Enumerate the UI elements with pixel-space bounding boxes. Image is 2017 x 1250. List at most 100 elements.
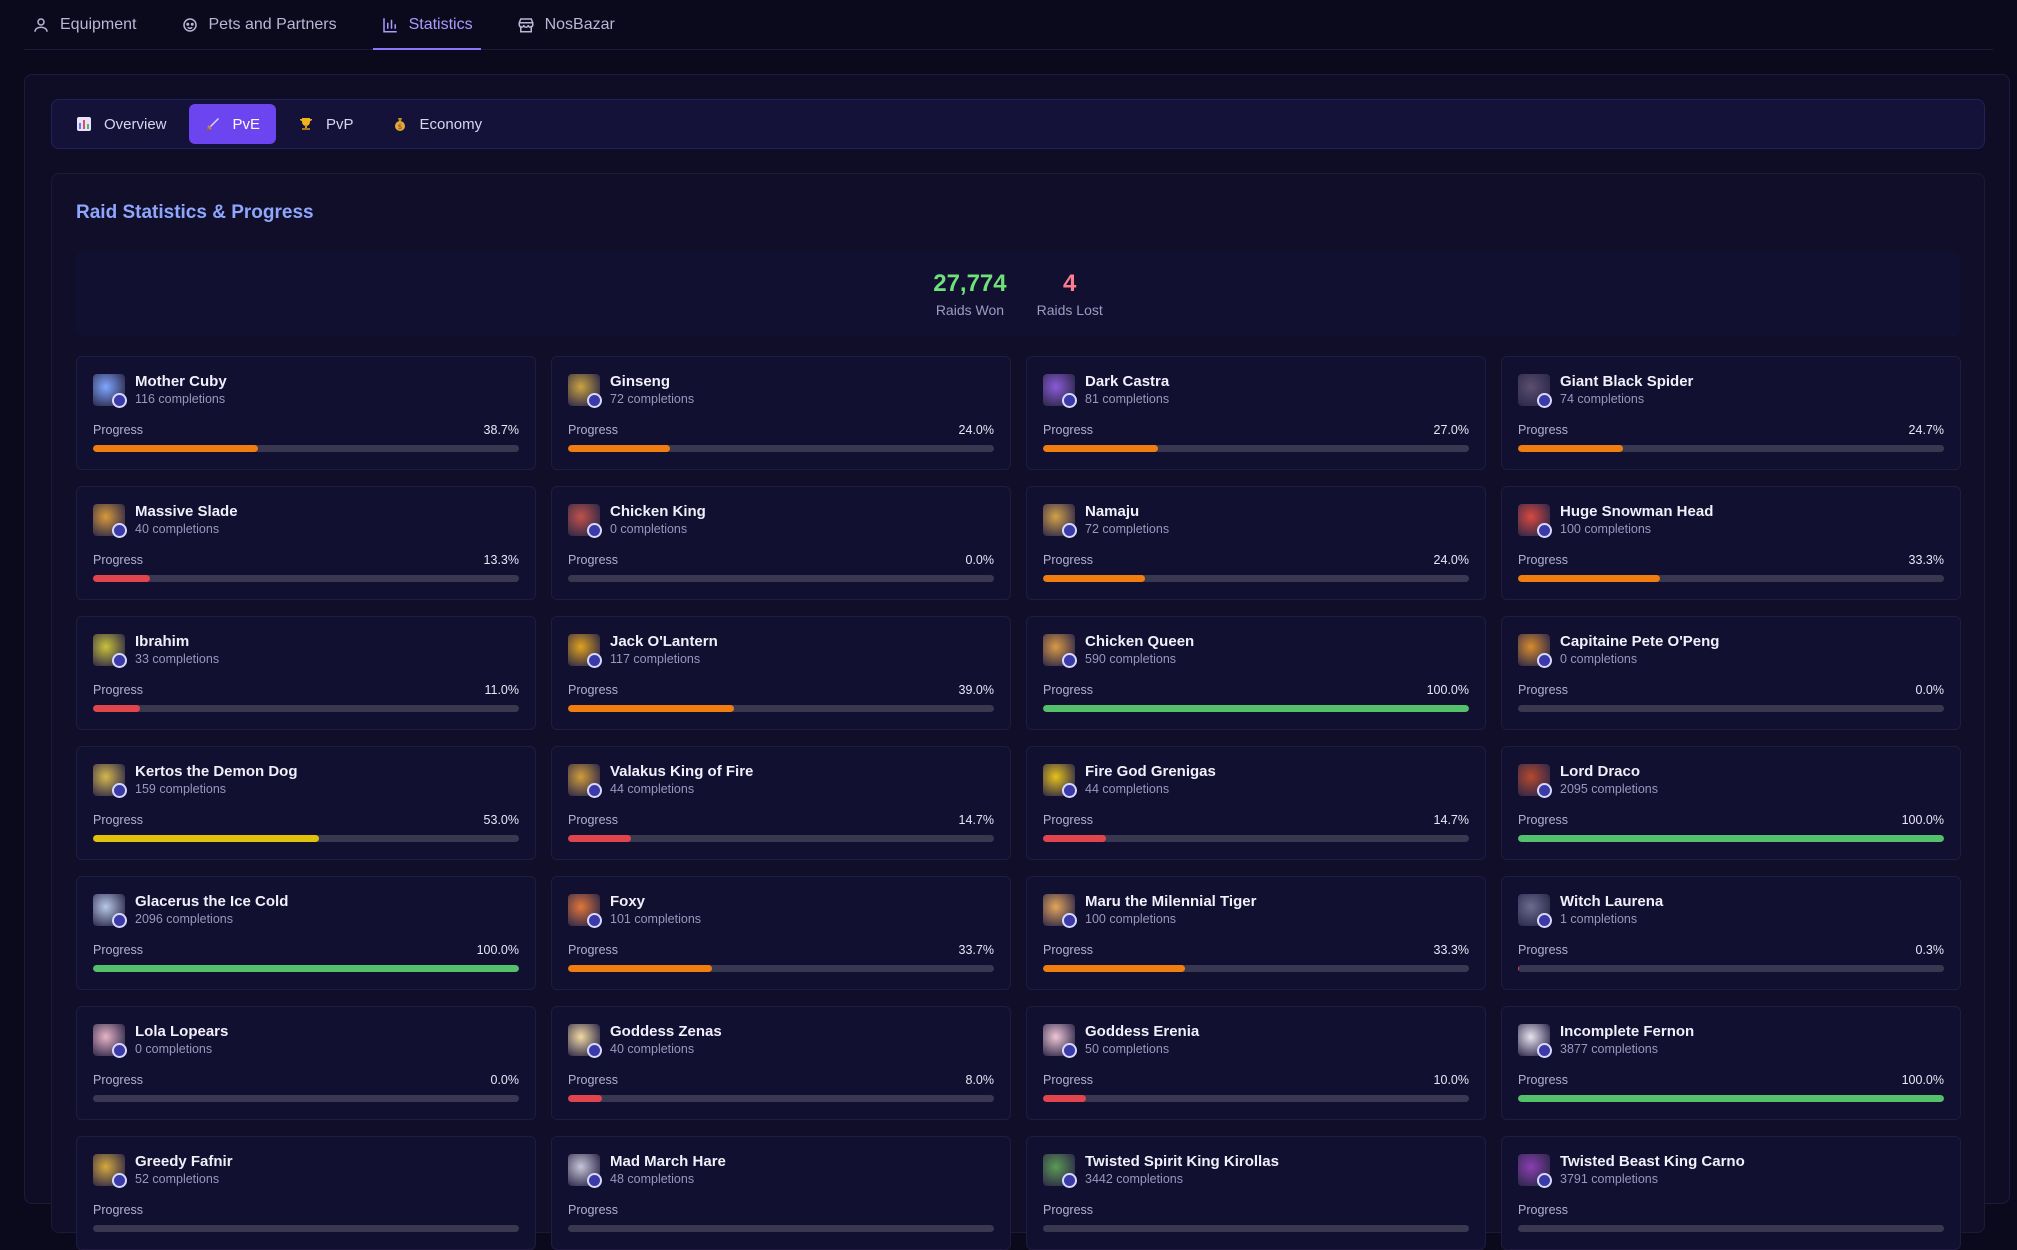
kirollas-icon (1043, 1153, 1077, 1188)
progress-bar (1518, 1225, 1944, 1232)
progress-bar-fill (1518, 1095, 1944, 1102)
raid-header: Incomplete Fernon 3877 completions (1518, 1023, 1944, 1058)
raid-card: Namaju 72 completions Progress 24.0% (1026, 486, 1486, 600)
progress-bar-fill (1043, 965, 1185, 972)
raid-card: Twisted Beast King Carno 3791 completion… (1501, 1136, 1961, 1250)
tab-pets-and-partners[interactable]: Pets and Partners (173, 0, 345, 49)
raid-header: Witch Laurena 1 completions (1518, 893, 1944, 928)
raid-name: Lord Draco (1560, 763, 1641, 780)
raid-card: Witch Laurena 1 completions Progress 0.3… (1501, 876, 1961, 990)
fire-king-icon (568, 763, 602, 798)
raid-text: Mad March Hare 48 completions (610, 1153, 726, 1186)
raid-badge-icon (587, 522, 602, 538)
subtab-label: PvP (326, 115, 354, 133)
raid-completions: 40 completions (135, 522, 220, 536)
subtab-label: Overview (104, 115, 167, 133)
raid-badge-icon (1537, 1172, 1552, 1188)
progress-bar-fill (1043, 835, 1106, 842)
progress-bar-fill (93, 445, 258, 452)
progress-bar (93, 575, 519, 582)
raid-card: Glacerus the Ice Cold 2096 completions P… (76, 876, 536, 990)
raid-completions: 3877 completions (1560, 1042, 1658, 1056)
raid-text: Goddess Erenia 50 completions (1085, 1023, 1199, 1056)
progress-row: Progress (568, 1203, 994, 1217)
progress-row: Progress 0.3% (1518, 943, 1944, 957)
raid-text: Chicken Queen 590 completions (1085, 633, 1194, 666)
progress-bar (568, 965, 994, 972)
raid-text: Jack O'Lantern 117 completions (610, 633, 718, 666)
raid-text: Lord Draco 2095 completions (1560, 763, 1658, 796)
raid-text: Goddess Zenas 40 completions (610, 1023, 722, 1056)
raid-badge-icon (1537, 1042, 1552, 1058)
fernon-icon (1518, 1023, 1552, 1058)
section-title: Raid Statistics & Progress (76, 202, 314, 223)
tab-nosbazar[interactable]: NosBazar (509, 0, 623, 49)
raid-card: Giant Black Spider 74 completions Progre… (1501, 356, 1961, 470)
raid-text: Chicken King 0 completions (610, 503, 706, 536)
raid-header: Lord Draco 2095 completions (1518, 763, 1944, 798)
subtab-pve[interactable]: PvE (188, 104, 277, 144)
raid-text: Twisted Spirit King Kirollas 3442 comple… (1085, 1153, 1279, 1186)
progress-label: Progress (568, 813, 619, 827)
raid-text: Lola Lopears 0 completions (135, 1023, 228, 1056)
raid-card: Goddess Erenia 50 completions Progress 1… (1026, 1006, 1486, 1120)
progress-label: Progress (1043, 943, 1094, 957)
progress-bar (1043, 1095, 1469, 1102)
subtab-overview[interactable]: Overview (60, 104, 183, 144)
raid-header: Dark Castra 81 completions (1043, 373, 1469, 408)
subtab-pvp[interactable]: PvP (282, 104, 370, 144)
progress-row: Progress 14.7% (1043, 813, 1469, 827)
carno-icon (1518, 1153, 1552, 1188)
subtab-economy[interactable]: $ Economy (376, 104, 499, 144)
progress-row: Progress (1043, 1203, 1469, 1217)
raid-card: Lord Draco 2095 completions Progress 100… (1501, 746, 1961, 860)
progress-bar-fill (93, 575, 150, 582)
raid-header: Massive Slade 40 completions (93, 503, 519, 538)
progress-label: Progress (568, 1073, 619, 1087)
progress-label: Progress (93, 813, 144, 827)
raid-text: Incomplete Fernon 3877 completions (1560, 1023, 1694, 1056)
progress-bar (1043, 835, 1469, 842)
raid-header: Valakus King of Fire 44 completions (568, 763, 994, 798)
raid-text: Capitaine Pete O'Peng 0 completions (1560, 633, 1719, 666)
raid-card: Ginseng 72 completions Progress 24.0% (551, 356, 1011, 470)
raid-header: Jack O'Lantern 117 completions (568, 633, 994, 668)
progress-bar (1518, 1095, 1944, 1102)
progress-row: Progress 33.3% (1043, 943, 1469, 957)
progress-bar-fill (93, 705, 140, 712)
raid-card: Huge Snowman Head 100 completions Progre… (1501, 486, 1961, 600)
snowman-icon (1518, 503, 1552, 538)
ginseng-icon (568, 373, 602, 408)
raid-card: Chicken King 0 completions Progress 0.0% (551, 486, 1011, 600)
tab-statistics[interactable]: Statistics (372, 0, 481, 50)
raid-text: Fire God Grenigas 44 completions (1085, 763, 1216, 796)
progress-bar-fill (1518, 575, 1660, 582)
tab-equipment[interactable]: Equipment (24, 0, 145, 49)
progress-bar (568, 575, 994, 582)
progress-bar (1043, 705, 1469, 712)
raid-text: Valakus King of Fire 44 completions (610, 763, 753, 796)
raid-text: Namaju 72 completions (1085, 503, 1169, 536)
progress-row: Progress 24.0% (1043, 553, 1469, 567)
progress-percent: 38.7% (483, 423, 519, 437)
raid-completions: 100 completions (1085, 912, 1177, 926)
progress-label: Progress (568, 683, 619, 697)
raid-completions: 44 completions (1085, 782, 1170, 796)
progress-bar (1518, 835, 1944, 842)
namaju-icon (1043, 503, 1077, 538)
progress-percent: 8.0% (965, 1073, 995, 1087)
progress-bar-fill (568, 705, 735, 712)
progress-label: Progress (1518, 1073, 1569, 1087)
progress-row: Progress 8.0% (568, 1073, 994, 1087)
raid-grid: Mother Cuby 116 completions Progress 38.… (76, 356, 1961, 1250)
progress-label: Progress (1518, 553, 1569, 567)
progress-label: Progress (1518, 813, 1569, 827)
raid-completions: 52 completions (135, 1172, 220, 1186)
pirate-icon (1518, 633, 1552, 668)
raid-header: Lola Lopears 0 completions (93, 1023, 519, 1058)
raid-badge-icon (112, 1042, 127, 1058)
raid-badge-icon (587, 1042, 602, 1058)
raid-header: Maru the Milennial Tiger 100 completions (1043, 893, 1469, 928)
raid-badge-icon (112, 392, 127, 408)
raid-badge-icon (587, 912, 602, 928)
